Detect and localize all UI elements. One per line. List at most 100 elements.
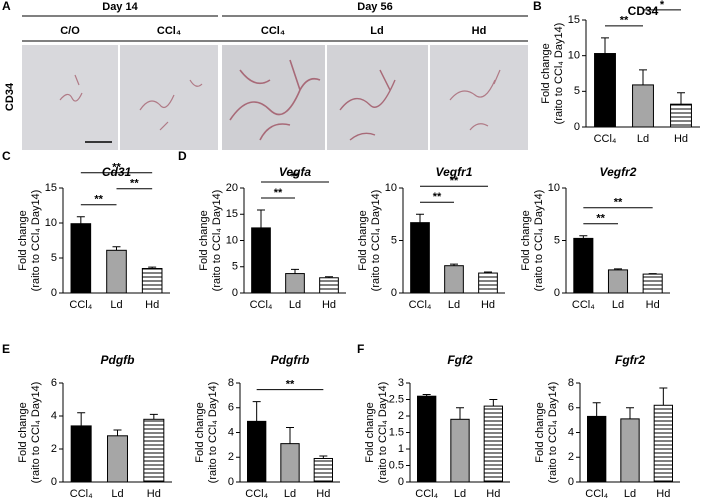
y-tick-label: 10: [568, 50, 580, 62]
y-tick-label: 0.5: [389, 459, 404, 471]
day-header: Day 14: [102, 1, 138, 13]
bar: [319, 277, 339, 294]
y-tick-label: 2: [51, 443, 57, 455]
y-tick-label: 8: [568, 377, 574, 389]
y-axis-label: (raito to CCl₄ Day14): [211, 190, 223, 292]
x-tick-label: Hd: [316, 488, 330, 500]
y-axis-label: Fold change: [198, 210, 210, 271]
bar: [594, 53, 616, 128]
bar: [450, 418, 470, 483]
x-tick-label: Ld: [612, 299, 624, 311]
error-bar: [291, 268, 299, 274]
error-bar: [113, 429, 122, 436]
significance-label: **: [596, 213, 605, 225]
bar: [70, 223, 92, 294]
error-bar: [286, 427, 294, 444]
y-axis-label: (raito to CCl₄ Day14): [377, 382, 389, 484]
y-tick-label: 0: [568, 476, 574, 488]
bar: [417, 395, 437, 483]
x-tick-label: Hd: [646, 299, 660, 311]
y-axis-label: (raito to CCl₄ Day14): [370, 190, 382, 292]
error-bar: [422, 394, 431, 397]
x-tick-label: Ld: [289, 299, 301, 311]
y-tick-label: 3: [398, 377, 404, 389]
y-axis-label: (raito to CCl₄ Day14): [30, 190, 42, 292]
bar: [653, 404, 674, 483]
bar: [632, 84, 654, 128]
y-tick-label: 4: [228, 426, 234, 438]
y-tick-label: 8: [228, 377, 234, 389]
y-tick-label: 0: [228, 476, 234, 488]
x-tick-label: CCl₄: [245, 488, 268, 500]
panel-letter: F: [357, 342, 364, 356]
error-bar: [648, 273, 657, 275]
y-tick-label: 5: [232, 261, 238, 273]
bar: [285, 273, 305, 294]
error-bar: [579, 235, 588, 239]
y-tick-label: 4: [568, 426, 574, 438]
y-tick-label: 5: [574, 85, 580, 97]
y-tick-label: 15: [226, 208, 238, 220]
column-label: CCl₄: [261, 25, 285, 37]
bar: [410, 222, 430, 294]
y-tick-label: 2.5: [389, 393, 404, 405]
y-tick-label: 15: [45, 182, 57, 194]
error-bar: [626, 407, 634, 419]
y-tick-label: 0: [574, 121, 580, 133]
bar: [247, 420, 267, 483]
x-tick-label: Ld: [637, 133, 649, 145]
bar: [280, 443, 300, 483]
x-tick-label: Ld: [448, 299, 460, 311]
bar: [670, 103, 692, 128]
column-label: CCl₄: [157, 25, 181, 37]
bar: [483, 405, 503, 483]
y-tick-label: 10: [385, 182, 397, 194]
error-bar: [639, 69, 647, 85]
panel-letter: B: [533, 0, 542, 13]
error-bar: [257, 209, 265, 228]
bar: [573, 237, 594, 294]
error-bar: [112, 246, 121, 251]
x-tick-label: CCl₄: [594, 133, 617, 145]
x-tick-label: Hd: [486, 488, 500, 500]
error-bar: [76, 216, 85, 224]
y-tick-label: 6: [228, 402, 234, 414]
y-tick-label: 5: [51, 252, 57, 264]
x-tick-label: Hd: [674, 133, 688, 145]
significance-label: **: [291, 171, 300, 183]
significance-label: *: [660, 0, 665, 11]
y-tick-label: 2: [228, 451, 234, 463]
bar: [141, 268, 163, 294]
y-axis-label: (raito to CCl₄ Day14): [553, 23, 565, 125]
x-tick-label: Ld: [454, 488, 466, 500]
y-tick-label: 0: [51, 287, 57, 299]
x-tick-label: CCl₄: [70, 488, 93, 500]
chart-title: Fgfr2: [615, 353, 645, 367]
significance-label: **: [286, 378, 295, 390]
error-bar: [677, 92, 685, 105]
x-tick-label: CCl₄: [69, 299, 92, 311]
x-tick-label: Hd: [656, 488, 670, 500]
chart-title: CD34: [628, 4, 659, 18]
error-bar: [601, 37, 609, 54]
panel-letter: D: [178, 149, 187, 163]
error-bar: [456, 407, 464, 420]
x-tick-label: CCl₄: [250, 299, 273, 311]
error-bar: [416, 213, 424, 223]
y-axis-label: Fold change: [534, 402, 546, 463]
y-tick-label: 4: [51, 410, 57, 422]
y-tick-label: 2: [398, 410, 404, 422]
y-tick-label: 0: [232, 287, 238, 299]
y-axis-label: Fold change: [17, 402, 29, 463]
x-tick-label: CCl₄: [572, 299, 595, 311]
chart-title: Pdgfb: [101, 353, 135, 367]
x-tick-label: Ld: [111, 488, 123, 500]
x-tick-label: CCl₄: [415, 488, 438, 500]
column-label: C/O: [60, 25, 80, 37]
y-tick-label: 20: [226, 182, 238, 194]
y-tick-label: 1: [398, 443, 404, 455]
chart-title: Vegfr1: [436, 165, 473, 179]
y-tick-label: 10: [45, 217, 57, 229]
significance-label: **: [620, 15, 629, 27]
